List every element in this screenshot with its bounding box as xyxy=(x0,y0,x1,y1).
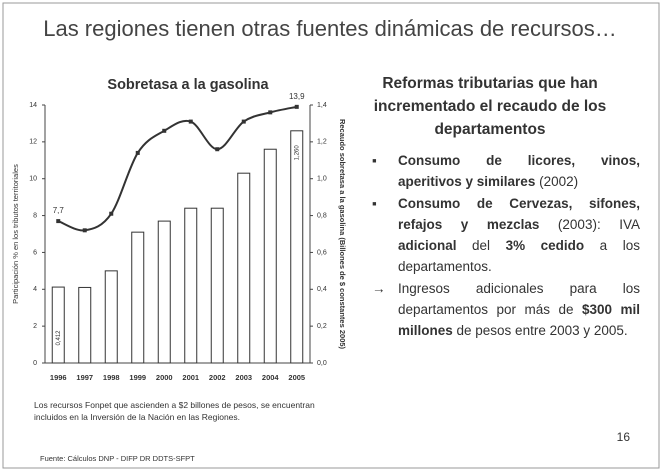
line-value-label: 13,9 xyxy=(289,92,305,101)
note: Los recursos Fonpet que ascienden a $2 b… xyxy=(34,400,315,422)
x-tick-label: 2001 xyxy=(182,373,199,382)
x-tick-label: 1997 xyxy=(76,373,93,382)
line-marker xyxy=(241,119,246,124)
bar xyxy=(184,207,198,364)
y2-tick-label: 0,0 xyxy=(317,360,327,367)
line-marker xyxy=(294,104,299,109)
bar xyxy=(263,148,277,364)
y-axis-label: Participación % en los tributos territor… xyxy=(11,164,20,304)
heading: Reformas tributarias que han incrementad… xyxy=(373,75,607,138)
bullet-text: Ingresos adicionales para los departamen… xyxy=(398,278,640,341)
x-tick-label: 2000 xyxy=(156,373,173,382)
bullet-marker: ▪ xyxy=(372,196,377,211)
text-run: Ingresos adicionales para los departamen… xyxy=(398,281,640,317)
bullet: → Ingresos adicionales para los departame… xyxy=(372,278,640,341)
bar xyxy=(78,286,92,364)
x-tick-label: 2005 xyxy=(288,373,305,382)
line-marker xyxy=(109,211,114,216)
bullet-text: Consumo de Cervezas, sifones, refajos y … xyxy=(398,193,640,277)
y2-tick-label: 1,0 xyxy=(317,176,327,183)
y-tick-label: 12 xyxy=(29,139,37,146)
y2-tick-label: 0,2 xyxy=(317,323,327,330)
x-tick-label: 1999 xyxy=(129,373,146,382)
bar xyxy=(237,172,251,364)
x-tick-label: 1996 xyxy=(50,373,67,382)
y-tick-label: 10 xyxy=(29,176,37,183)
bar-value-label: 0,412 xyxy=(56,330,62,346)
text-run: adicional xyxy=(398,238,457,253)
chart-title: Sobretasa a la gasolina xyxy=(107,77,269,93)
x-tick-label: 2002 xyxy=(209,373,226,382)
line-marker xyxy=(162,128,167,133)
y-tick-label: 8 xyxy=(33,212,37,219)
text-run: Consumo de Cervezas, sifones, refajos y … xyxy=(398,196,640,232)
line-marker xyxy=(56,219,61,224)
y-tick-label: 6 xyxy=(33,249,37,256)
text-run: Consumo de licores, vinos, aperitivos y … xyxy=(398,153,640,189)
bar xyxy=(131,231,145,364)
bullet: ▪ Consumo de licores, vinos, aperitivos y… xyxy=(372,150,640,192)
text-run: $300 mil millones xyxy=(398,302,640,338)
page-number: 16 xyxy=(617,430,631,444)
bullet-list: ▪ Consumo de licores, vinos, aperitivos y… xyxy=(372,150,640,342)
bullet-marker: → xyxy=(372,281,386,296)
text-run: a los departamentos. xyxy=(398,238,640,274)
x-tick-label: 2003 xyxy=(235,373,252,382)
bar xyxy=(104,270,118,364)
line-marker xyxy=(135,150,140,155)
text-run: de pesos entre 2003 y 2005. xyxy=(452,323,628,338)
text-run: (2003): IVA xyxy=(539,217,640,232)
source: Fuente: Cálculos DNP - DIFP DR DDTS-SFPT xyxy=(40,454,195,463)
bar xyxy=(210,207,224,364)
line-value-label: 7,7 xyxy=(53,206,65,215)
y2-tick-label: 1,2 xyxy=(317,139,327,146)
bar xyxy=(290,130,304,364)
text-run: 3% cedido xyxy=(505,238,585,253)
x-tick-label: 2004 xyxy=(262,373,280,382)
x-tick-label: 1998 xyxy=(103,373,120,382)
y2-tick-label: 0,6 xyxy=(317,249,327,256)
bullet-text: Consumo de licores, vinos, aperitivos y … xyxy=(398,150,640,192)
y2-tick-label: 1,4 xyxy=(317,102,327,109)
bar-value-label: 1,260 xyxy=(294,145,300,161)
y-tick-label: 4 xyxy=(33,286,37,293)
bullet-marker: ▪ xyxy=(372,153,377,168)
y-tick-label: 14 xyxy=(29,102,37,109)
bar xyxy=(51,286,65,364)
y-tick-label: 0 xyxy=(33,360,37,367)
line-marker xyxy=(82,228,87,233)
y-tick-label: 2 xyxy=(33,323,37,330)
y2-tick-label: 0,4 xyxy=(317,286,327,293)
bullet: ▪ Consumo de Cervezas, sifones, refajos y… xyxy=(372,193,640,277)
line xyxy=(57,105,297,232)
bar xyxy=(157,220,171,364)
y2-axis-label: Recaudo sobretasa a la gasolina (Billone… xyxy=(338,119,347,350)
text-run: (2002) xyxy=(535,174,579,189)
line-marker xyxy=(268,110,273,115)
line-marker xyxy=(188,119,193,124)
y2-tick-label: 0,8 xyxy=(317,212,327,219)
line-marker xyxy=(215,147,220,152)
slide-title: Las regiones tienen otras fuentes dinámi… xyxy=(43,16,617,41)
text-run: del xyxy=(456,238,506,253)
